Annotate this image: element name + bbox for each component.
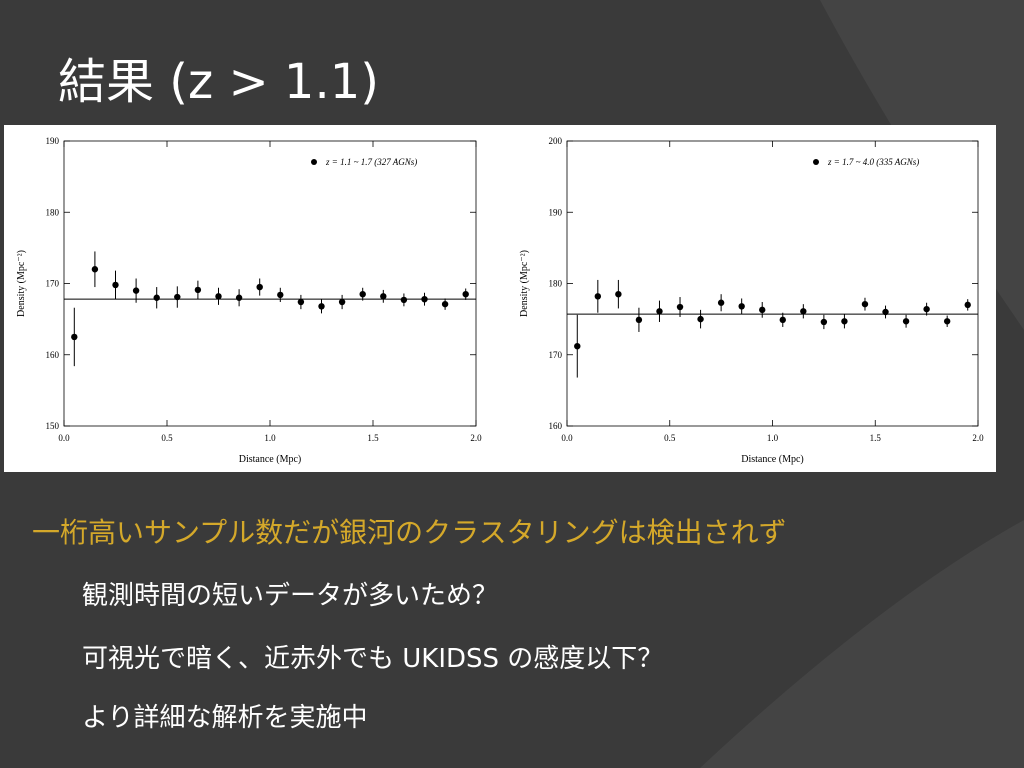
data-point: [359, 290, 366, 298]
x-tick-label: 1.5: [870, 433, 882, 443]
data-point: [112, 281, 119, 289]
y-tick-label: 170: [549, 350, 563, 360]
y-tick-label: 190: [46, 136, 60, 146]
legend-label: z = 1.1 ~ 1.7 (327 AGNs): [325, 157, 417, 167]
sub-bullet: より詳細な解析を実施中: [82, 703, 367, 733]
y-tick-label: 200: [549, 136, 563, 146]
data-point: [338, 298, 346, 306]
x-tick-label: 1.0: [264, 433, 276, 443]
data-point: [902, 318, 910, 325]
decor: [700, 520, 1024, 768]
x-tick-label: 1.5: [367, 433, 379, 443]
y-tick-label: 160: [549, 421, 563, 431]
data-point: [615, 290, 622, 298]
data-point: [400, 296, 408, 304]
data-point: [235, 294, 243, 301]
y-tick-label: 160: [46, 350, 60, 360]
y-axis-label: Density (Mpc⁻²): [16, 250, 27, 317]
figure-panel: [4, 125, 996, 472]
data-point: [318, 303, 325, 310]
data-point: [277, 291, 284, 299]
x-tick-label: 0.0: [561, 433, 573, 443]
data-point: [574, 343, 581, 350]
data-point: [421, 295, 428, 303]
legend-label: z = 1.7 ~ 4.0 (335 AGNs): [827, 157, 919, 167]
data-point: [91, 266, 99, 273]
data-point: [800, 308, 807, 315]
data-point: [441, 300, 449, 308]
y-tick-label: 190: [549, 207, 563, 217]
legend-marker: [813, 159, 819, 165]
data-point: [194, 286, 202, 294]
x-tick-label: 0.5: [161, 433, 173, 443]
y-tick-label: 170: [46, 279, 60, 289]
x-axis-label: Distance (Mpc): [239, 454, 301, 465]
x-tick-label: 0.0: [58, 433, 70, 443]
data-point: [717, 299, 725, 306]
data-point: [759, 306, 766, 314]
slide-title: 結果 (z > 1.1): [58, 54, 379, 110]
sub-bullet: 観測時間の短いデータが多いため？: [82, 581, 498, 611]
data-point: [71, 333, 78, 341]
data-point: [635, 316, 643, 324]
data-point: [215, 293, 222, 300]
x-axis-label: Distance (Mpc): [741, 454, 803, 465]
legend-marker: [311, 159, 317, 165]
data-point: [380, 293, 387, 300]
data-point: [964, 301, 971, 309]
y-tick-label: 180: [46, 207, 60, 217]
data-point: [820, 318, 828, 326]
data-point: [676, 303, 684, 311]
data-point: [943, 318, 951, 325]
sub-bullet: 可視光で暗く、近赤外でも UKIDSS の感度以下？: [82, 644, 663, 674]
x-tick-label: 2.0: [470, 433, 482, 443]
data-point: [462, 290, 469, 298]
bullet: 一桁高いサンプル数だが銀河のクラスタリングは検出されず: [32, 516, 787, 549]
x-tick-label: 1.0: [767, 433, 779, 443]
data-point: [297, 298, 305, 306]
data-point: [738, 303, 745, 310]
y-tick-label: 150: [46, 421, 60, 431]
data-point: [779, 316, 786, 324]
y-tick-label: 180: [549, 279, 563, 289]
x-tick-label: 2.0: [972, 433, 984, 443]
data-point: [256, 283, 263, 291]
y-axis-label: Density (Mpc⁻²): [519, 250, 530, 317]
data-point: [153, 294, 160, 301]
data-point: [174, 293, 181, 301]
data-point: [841, 318, 848, 325]
data-point: [656, 308, 663, 315]
x-tick-label: 0.5: [664, 433, 676, 443]
data-point: [861, 300, 869, 308]
data-point: [594, 293, 602, 300]
data-point: [132, 287, 140, 294]
data-point: [923, 305, 930, 313]
data-point: [697, 315, 704, 323]
data-point: [882, 308, 889, 316]
